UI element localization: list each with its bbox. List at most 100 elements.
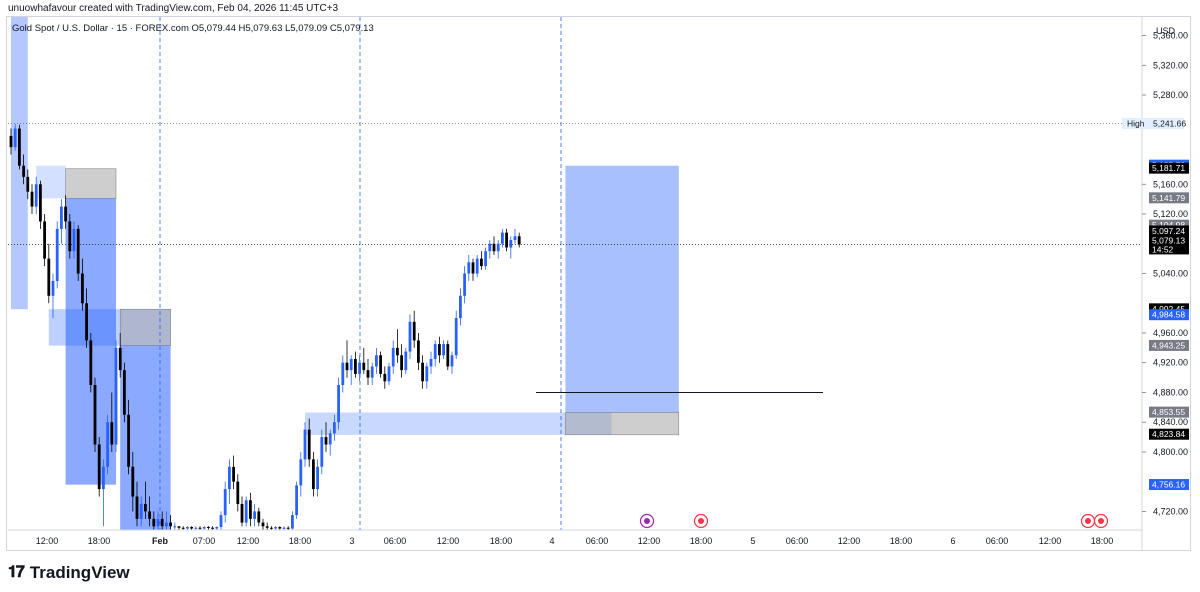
candle-body <box>156 518 160 527</box>
candle-body <box>165 522 168 527</box>
x-tick-label: 18:00 <box>1091 536 1114 546</box>
price-label: 5,097.24 <box>1152 226 1185 236</box>
candle-body <box>169 522 172 527</box>
event-markers <box>639 513 1109 529</box>
price-label-bg <box>1149 219 1189 231</box>
candle-body <box>391 347 395 367</box>
symbol-title[interactable]: Gold Spot / U.S. Dollar · 15 · FOREX.com <box>12 23 189 34</box>
candle-body <box>408 321 412 352</box>
y-tick-label: 5,280.00 <box>1153 90 1188 100</box>
horizontal-lines <box>8 123 1140 393</box>
chart-attribution: unuowhafavour created with TradingView.c… <box>8 3 339 14</box>
chart-frame <box>6 16 1191 551</box>
candle-body <box>349 359 353 371</box>
high-label-text: High <box>1127 119 1145 129</box>
y-tick-label: 5,160.00 <box>1153 179 1188 189</box>
zone-blue <box>565 165 679 413</box>
candle-body <box>261 522 265 527</box>
candle-body <box>232 466 235 482</box>
y-tick-label: 5,040.00 <box>1153 269 1188 279</box>
currency-label: USD <box>1156 26 1176 36</box>
candle-body <box>177 526 181 528</box>
candle-body <box>81 273 84 304</box>
candle-body <box>425 366 429 382</box>
brand-name: TradingView <box>29 563 130 582</box>
candle-body <box>450 355 454 367</box>
candle-body <box>379 355 382 374</box>
candle-body <box>68 221 72 252</box>
candle-body <box>89 340 93 386</box>
x-tick-label: 4 <box>549 536 554 546</box>
x-tick-label: 12:00 <box>838 536 861 546</box>
x-tick-label: 06:00 <box>384 536 407 546</box>
tradingview-logo[interactable]: 𝟏𝟕 TradingView <box>8 563 130 583</box>
price-label: 5,104.98 <box>1152 220 1185 230</box>
candle-body <box>459 295 462 319</box>
candle-body <box>60 206 63 229</box>
candle-body <box>131 466 135 497</box>
candle-body <box>333 422 336 434</box>
candle-body <box>370 366 374 378</box>
candle-body <box>181 527 185 529</box>
candle-body <box>93 385 97 445</box>
x-tick-label: 12:00 <box>237 536 260 546</box>
y-tick-label: 4,720.00 <box>1153 506 1188 516</box>
price-label-bg <box>1149 234 1189 255</box>
candle-body <box>198 527 202 529</box>
candle-body <box>362 362 366 371</box>
candle-body <box>228 466 231 490</box>
zone-blue <box>305 412 612 435</box>
candle-body <box>51 280 55 296</box>
candle-body <box>366 370 370 378</box>
x-tick-label: 06:00 <box>786 536 809 546</box>
candle-body <box>240 503 244 523</box>
x-tick-label: 12:00 <box>1039 536 1062 546</box>
candle-body <box>160 518 164 527</box>
y-tick-label: 4,800.00 <box>1153 447 1188 457</box>
candle-body <box>513 236 517 241</box>
price-label-bg <box>1149 162 1189 174</box>
y-tick-label: 4,960.00 <box>1153 328 1188 338</box>
candle-body <box>215 527 219 529</box>
y-tick-label: 5,360.00 <box>1153 31 1188 41</box>
candle-body <box>429 359 433 367</box>
candle-body <box>404 351 408 371</box>
candle-body <box>375 355 378 367</box>
x-tick-label: 6 <box>950 536 955 546</box>
candle-body <box>383 373 387 382</box>
candle-body <box>173 526 177 528</box>
candle-body <box>186 527 189 529</box>
candle-body <box>190 527 193 529</box>
candle-body <box>13 128 17 148</box>
candle-body <box>43 221 46 259</box>
candle-body <box>139 503 143 519</box>
candle-body <box>30 191 34 207</box>
price-label-bg <box>1149 303 1189 315</box>
candle-body <box>496 243 500 252</box>
candle-body <box>64 206 67 222</box>
candle-body <box>320 437 324 467</box>
candle-body <box>249 500 252 519</box>
candle-body <box>207 527 210 529</box>
candle-body <box>39 184 42 222</box>
candle-body <box>18 128 21 166</box>
price-label-bg <box>1149 339 1189 351</box>
candle-body <box>34 184 38 207</box>
candle-body <box>219 515 223 528</box>
candle-body <box>76 228 80 274</box>
candle-body <box>282 527 286 529</box>
symbol-info: Gold Spot / U.S. Dollar · 15 · FOREX.com… <box>12 23 374 34</box>
x-tick-label: 18:00 <box>88 536 111 546</box>
candle-body <box>244 500 248 523</box>
candle-body <box>286 527 290 529</box>
candle-body <box>114 347 118 445</box>
candle-body <box>202 527 206 529</box>
candle-body <box>438 344 441 356</box>
price-label-bg <box>1149 479 1189 491</box>
candle-body <box>412 321 416 341</box>
candle-body <box>265 526 269 528</box>
ohlc-values: O5,079.44 H5,079.63 L5,079.09 C5,079.13 <box>191 23 374 34</box>
y-tick-label: 5,120.00 <box>1153 209 1188 219</box>
